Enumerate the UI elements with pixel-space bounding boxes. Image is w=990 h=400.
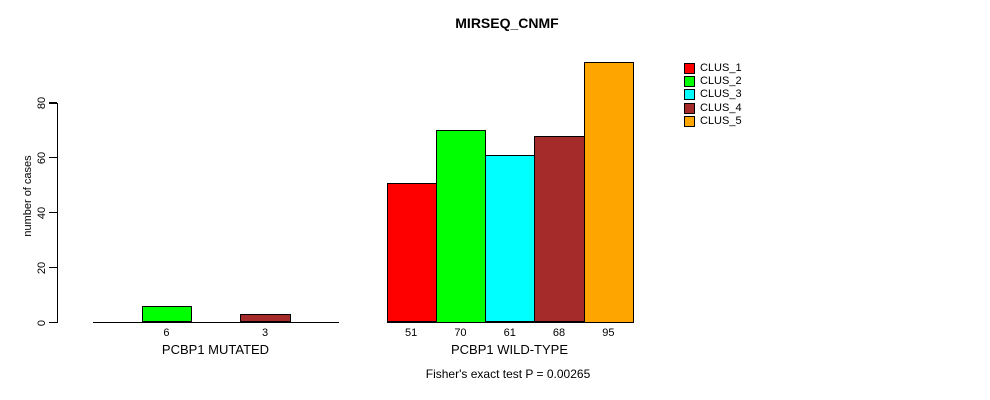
- group-baseline: [92, 321, 339, 324]
- group-label-wildtype: PCBP1 WILD-TYPE: [450, 342, 569, 357]
- legend-swatch-clus_2: [684, 76, 695, 88]
- bar-value-label: 61: [503, 326, 516, 339]
- bar-value-label: 68: [552, 326, 566, 339]
- y-axis-label: number of cases: [22, 155, 34, 237]
- bar-clus_4: [240, 314, 291, 323]
- bar-value-label: 3: [261, 326, 269, 339]
- legend-entry-clus_5: CLUS_5: [684, 115, 742, 128]
- y-tick-label: 0: [36, 319, 48, 326]
- bar-clus_2: [141, 306, 193, 323]
- legend-label: CLUS_5: [700, 114, 742, 127]
- y-tick-mark: [48, 102, 57, 104]
- legend-label: CLUS_1: [700, 62, 742, 74]
- bar-clus_5: [583, 61, 634, 323]
- group-baseline: [386, 321, 633, 324]
- y-axis-line: [57, 103, 59, 323]
- y-tick-mark: [48, 267, 57, 269]
- legend-swatch-clus_5: [684, 115, 695, 127]
- legend-label: CLUS_3: [700, 88, 742, 101]
- bar-clus_3: [485, 155, 536, 323]
- y-tick-mark: [48, 157, 57, 159]
- legend-entry-clus_4: CLUS_4: [684, 102, 742, 115]
- legend-swatch-clus_1: [684, 63, 695, 75]
- bar-value-label: 6: [163, 326, 170, 339]
- y-tick-label: 40: [36, 206, 48, 219]
- bar-clus_2: [435, 130, 487, 323]
- y-tick-label: 80: [36, 96, 48, 110]
- legend-swatch-clus_4: [684, 102, 695, 114]
- y-tick-label: 20: [36, 261, 48, 274]
- legend-label: CLUS_4: [700, 101, 742, 114]
- bar-value-label: 51: [405, 326, 418, 339]
- group-label-mutated: PCBP1 MUTATED: [161, 342, 270, 357]
- legend: CLUS_1 CLUS_2 CLUS_3 CLUS_4 CLUS_5: [684, 62, 742, 128]
- legend-entry-clus_2: CLUS_2: [684, 75, 742, 88]
- bar-value-label: 95: [602, 326, 615, 339]
- y-tick-label: 60: [36, 151, 48, 164]
- bar-value-label: 70: [454, 326, 467, 339]
- fisher-test-annotation: Fisher's exact test P = 0.00265: [425, 367, 591, 381]
- legend-label: CLUS_2: [700, 75, 742, 88]
- legend-swatch-clus_3: [684, 89, 695, 101]
- y-tick-mark: [48, 212, 57, 214]
- legend-entry-clus_3: CLUS_3: [684, 88, 742, 101]
- y-tick-mark: [48, 321, 57, 324]
- legend-entry-clus_1: CLUS_1: [684, 62, 742, 75]
- bar-clus_1: [386, 182, 437, 323]
- bar-clus_4: [534, 135, 585, 323]
- chart-title: MIRSEQ_CNMF: [455, 15, 559, 31]
